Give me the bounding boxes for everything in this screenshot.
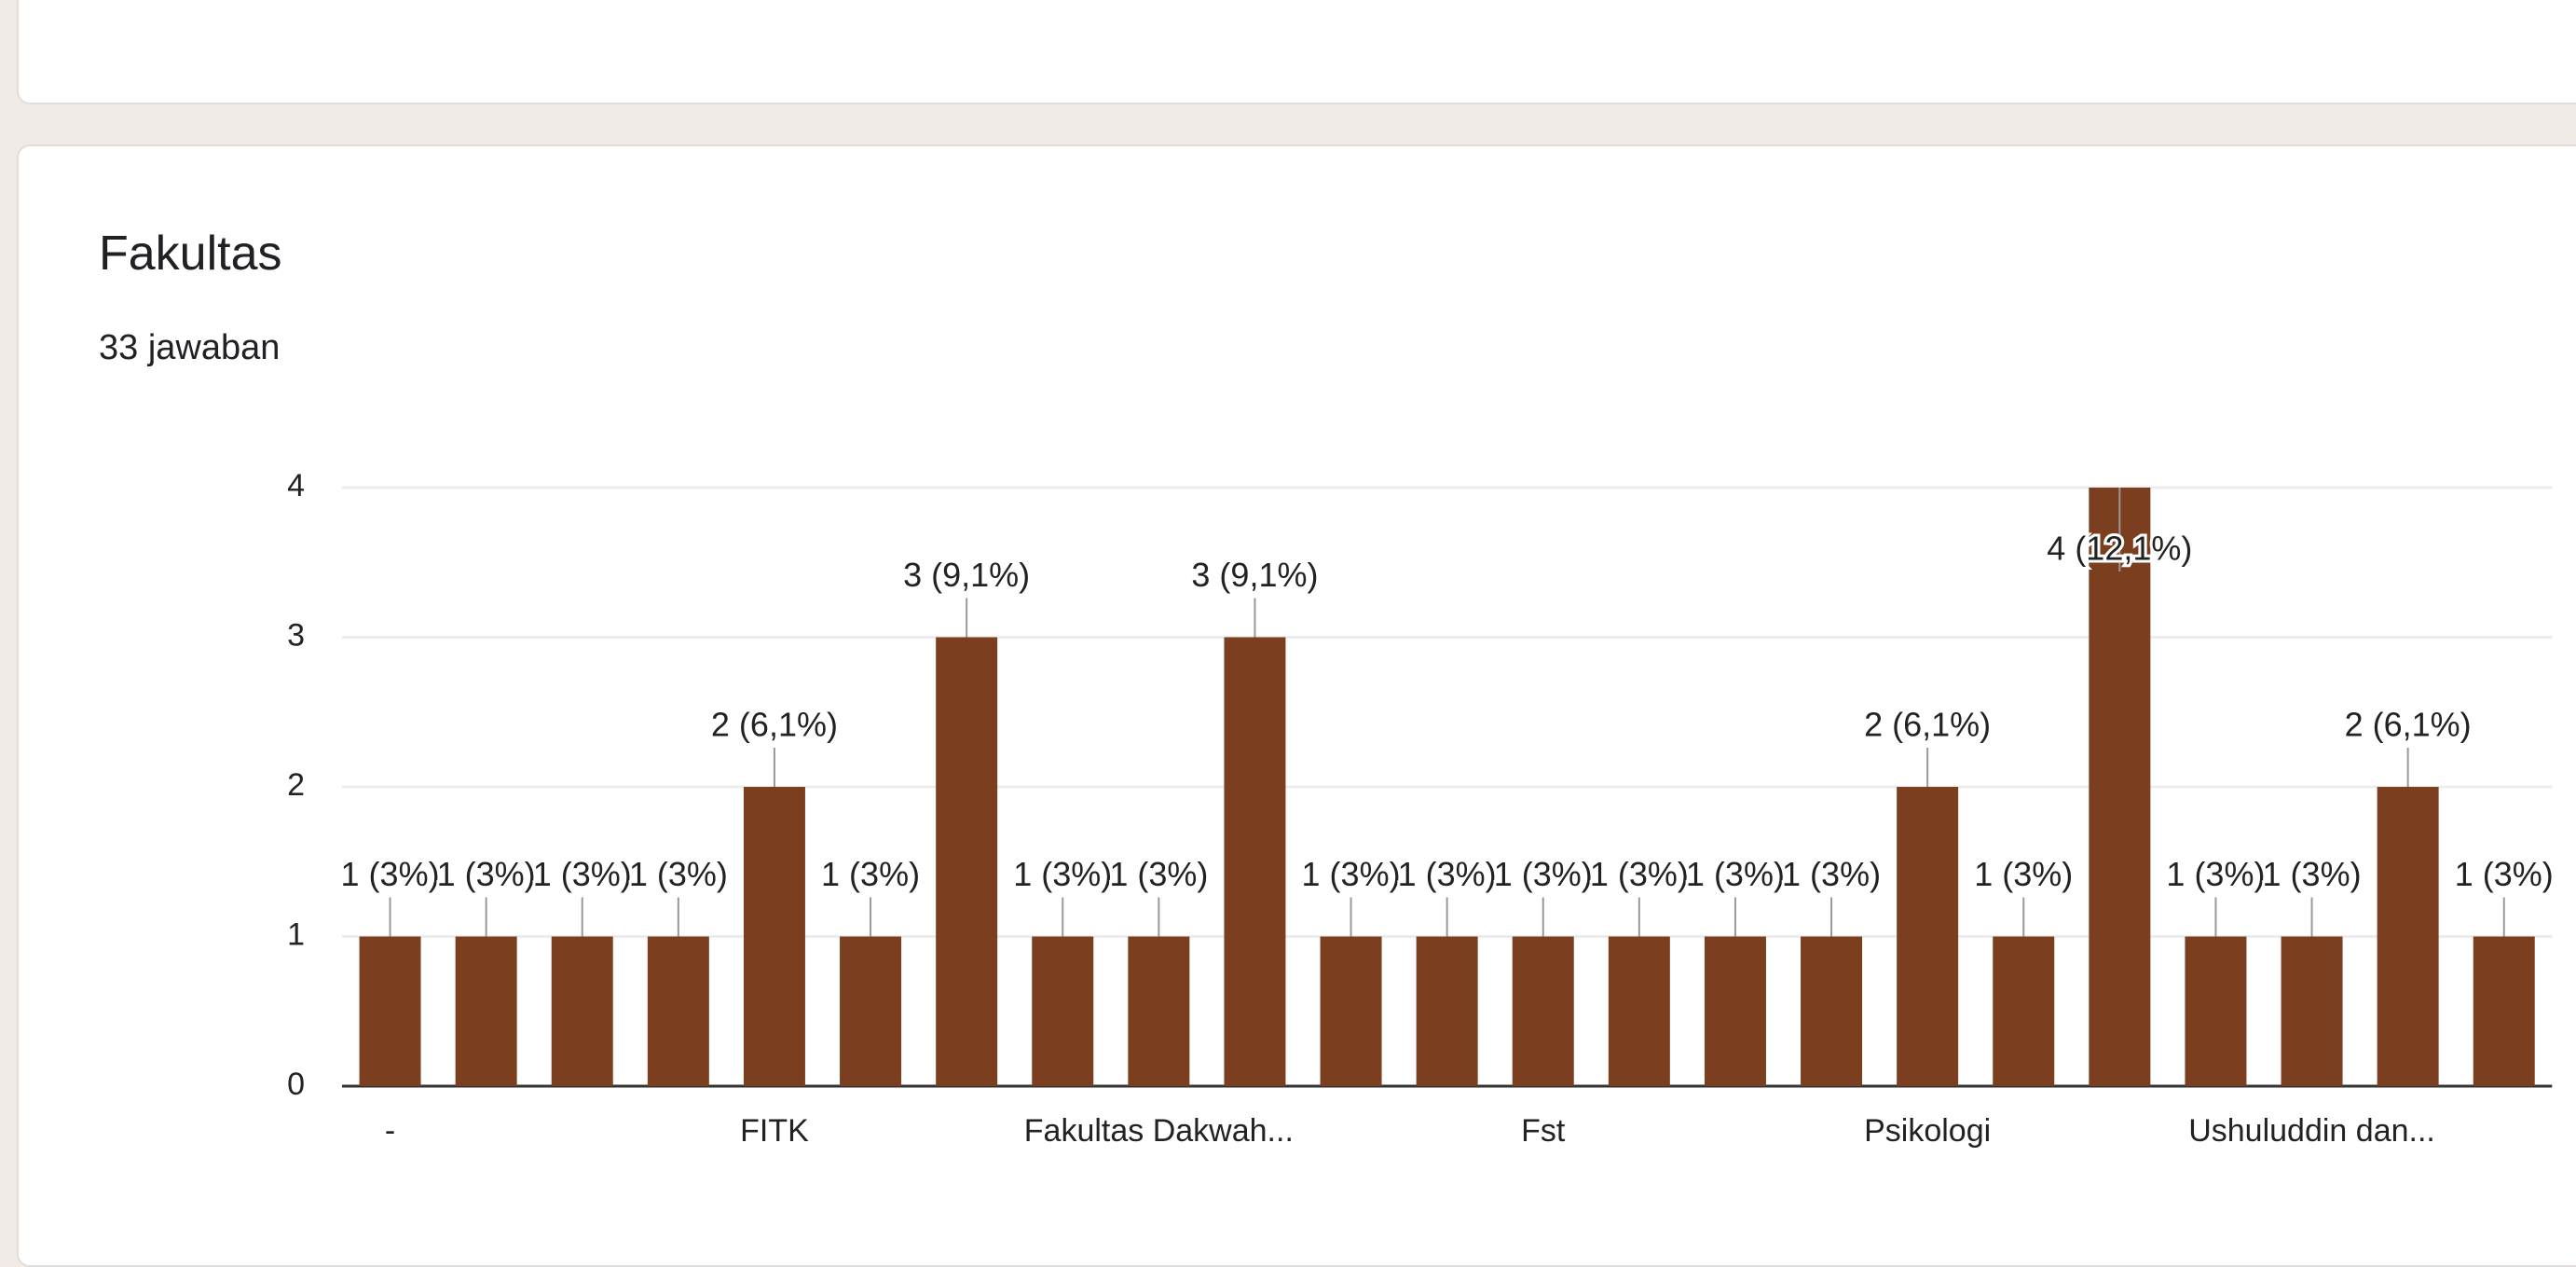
data-label: 1 (3%) <box>629 855 728 893</box>
bar <box>1608 936 1670 1086</box>
data-label: 3 (9,1%) <box>903 556 1030 594</box>
bar <box>1128 936 1190 1086</box>
bar <box>1704 936 1766 1086</box>
data-label: 1 (3%) <box>1109 855 1208 893</box>
data-label: 1 (3%) <box>1302 855 1401 893</box>
bar <box>359 936 421 1086</box>
bar <box>1801 936 1863 1086</box>
data-label: 2 (6,1%) <box>2345 706 2472 744</box>
data-label: 1 (3%) <box>1494 855 1593 893</box>
data-label: 1 (3%) <box>1590 855 1689 893</box>
bar <box>2089 488 2151 1086</box>
x-tick-label: Fst <box>1521 1113 1566 1149</box>
data-label: 2 (6,1%) <box>1864 706 1991 744</box>
y-tick-label: 2 <box>287 767 305 803</box>
data-label: 1 (3%) <box>1974 855 2073 893</box>
bar <box>2281 936 2343 1086</box>
bar <box>455 936 517 1086</box>
bar <box>1224 637 1286 1086</box>
x-tick-label: Fakultas Dakwah... <box>1024 1113 1294 1149</box>
page: {"chart_data": {"type": "bar", "title": … <box>17 0 2576 1267</box>
bar <box>551 936 613 1086</box>
response-count: 33 jawaban <box>99 328 281 367</box>
data-label: 1 (3%) <box>1782 855 1881 893</box>
bar <box>1993 936 2055 1086</box>
x-tick-label: FITK <box>740 1113 809 1149</box>
bar <box>840 936 902 1086</box>
bar <box>2185 936 2247 1086</box>
data-label: 1 (3%) <box>341 855 440 893</box>
bar <box>1032 936 1094 1086</box>
bar <box>2377 787 2439 1086</box>
bar <box>1512 936 1574 1086</box>
question-title: Fakultas <box>99 227 282 281</box>
y-tick-label: 1 <box>287 916 305 952</box>
y-tick-label: 3 <box>287 617 305 653</box>
bar <box>2473 936 2535 1086</box>
bar <box>1897 787 1959 1086</box>
data-label: 1 (3%) <box>2455 855 2554 893</box>
data-label: 4 (12,1%) <box>2047 530 2192 568</box>
previous-card <box>17 0 2576 104</box>
data-label: 1 (3%) <box>1686 855 1785 893</box>
data-label: 3 (9,1%) <box>1191 556 1318 594</box>
data-label: 1 (3%) <box>437 855 536 893</box>
bar <box>647 936 709 1086</box>
bar <box>1416 936 1478 1086</box>
y-tick-label: 0 <box>287 1067 305 1102</box>
data-label: 1 (3%) <box>2263 855 2362 893</box>
data-label: 1 (3%) <box>1398 855 1497 893</box>
x-tick-label: Ushuluddin dan... <box>2188 1113 2435 1149</box>
data-label: 2 (6,1%) <box>711 706 838 744</box>
data-label: 1 (3%) <box>821 855 920 893</box>
data-label: 1 (3%) <box>2166 855 2265 893</box>
x-tick-label: Psikologi <box>1864 1113 1991 1149</box>
data-label: 1 (3%) <box>1013 855 1112 893</box>
data-label: 1 (3%) <box>533 855 632 893</box>
y-tick-label: 4 <box>287 468 305 503</box>
bar <box>1320 936 1382 1086</box>
x-tick-label: - <box>385 1113 395 1149</box>
bar <box>743 787 805 1086</box>
bar <box>936 637 998 1086</box>
